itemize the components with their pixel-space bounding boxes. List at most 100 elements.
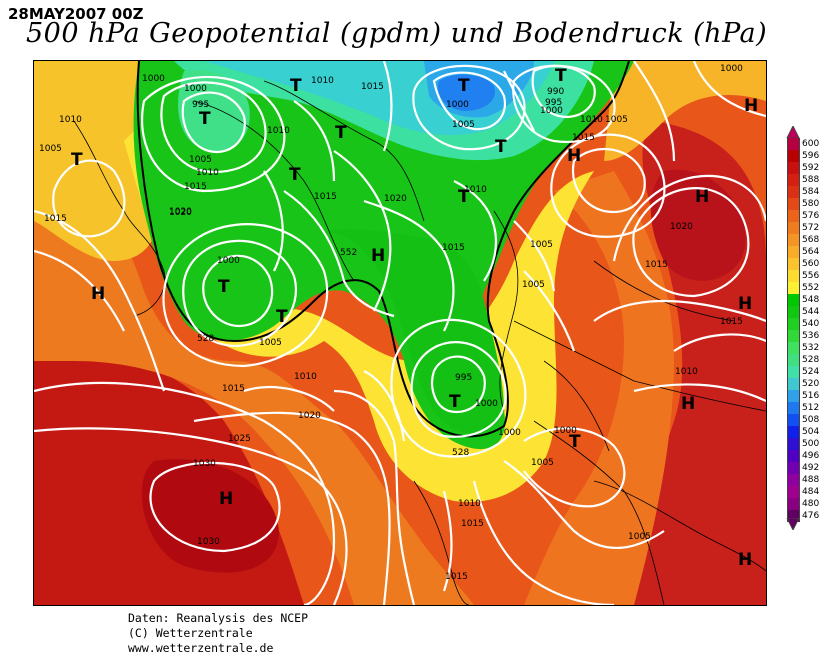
legend-value: 512: [802, 403, 820, 413]
legend-entry: 540: [785, 318, 831, 330]
isobars: [34, 61, 766, 605]
date-label: 28MAY2007 00Z: [8, 5, 144, 23]
legend-swatch: [787, 354, 800, 366]
isobar-label: 552: [340, 248, 357, 258]
legend-value: 516: [802, 391, 820, 401]
isobar-label: 990: [547, 87, 564, 97]
legend-swatch: [787, 270, 800, 282]
isobar-label: 1005: [530, 240, 553, 250]
legend-value: 544: [802, 307, 820, 317]
legend-entry: 600: [785, 138, 831, 150]
low-pressure-marker: T: [71, 150, 83, 170]
legend-bottom-arrow: [786, 518, 800, 530]
isobar-label: 1020: [169, 208, 192, 218]
legend-value: 532: [802, 343, 820, 353]
legend-swatch: [787, 426, 800, 438]
isobar-label: 1010: [458, 499, 481, 509]
legend-entry: 572: [785, 222, 831, 234]
high-pressure-marker: H: [681, 394, 695, 414]
legend-entry: 500: [785, 438, 831, 450]
legend-swatch: [787, 162, 800, 174]
legend-entry: 520: [785, 378, 831, 390]
legend-entry: 556: [785, 270, 831, 282]
contour-552: [136, 61, 630, 438]
legend-entry: 580: [785, 198, 831, 210]
legend-value: 520: [802, 379, 820, 389]
low-pressure-marker: T: [458, 187, 470, 207]
isobar-label: 1000: [554, 426, 577, 436]
orange-band-west: [34, 121, 474, 605]
legend-swatch: [787, 198, 800, 210]
legend-value: 504: [802, 427, 820, 437]
isobar-label: 1010: [311, 76, 334, 86]
isobar-label: 1015: [720, 317, 743, 327]
legend-swatch: [787, 150, 800, 162]
isobar-label: 1025: [228, 434, 251, 444]
legend-swatch: [787, 438, 800, 450]
legend-swatch: [787, 222, 800, 234]
legend-swatch: [787, 294, 800, 306]
map-title: 500 hPa Geopotential (gpdm) und Bodendru…: [26, 18, 768, 49]
legend-value: 548: [802, 295, 820, 305]
isobar-label: 1015: [314, 192, 337, 202]
legend-swatch: [787, 390, 800, 402]
isobar-label: 1030: [197, 537, 220, 547]
isobar-label: 1015: [645, 260, 668, 270]
high-pressure-marker: H: [567, 146, 581, 166]
isobar-label: 1005: [259, 338, 282, 348]
legend-swatch: [787, 486, 800, 498]
legend-entry: 548: [785, 294, 831, 306]
isobar-label: 1000: [184, 84, 207, 94]
low-pressure-marker: T: [218, 277, 230, 297]
isobar-label: 1000: [498, 428, 521, 438]
legend-top-arrow: [786, 126, 800, 138]
weather-map[interactable]: 1000 1000 995 1010 1005 1010 1015 1015 1…: [33, 60, 767, 606]
yellow-region-northeast: [604, 61, 766, 161]
legend-swatch: [787, 186, 800, 198]
legend-value: 492: [802, 463, 820, 473]
isobar-label: 1015: [442, 243, 465, 253]
legend-value: 564: [802, 247, 820, 257]
legend-entry: 496: [785, 450, 831, 462]
isobar-label: 1005: [39, 144, 62, 154]
legend-swatch: [787, 138, 800, 150]
isobar-label: 1000: [475, 399, 498, 409]
legend-value: 600: [802, 139, 820, 149]
isobar-label: 1005: [522, 280, 545, 290]
high-pressure-marker: H: [744, 96, 758, 116]
isobar-label: 1000: [217, 256, 240, 266]
isobar-label: 528: [452, 448, 469, 458]
isobar-label: 995: [545, 98, 562, 108]
isobar-label: 1010: [59, 115, 82, 125]
low-pressure-marker: T: [569, 432, 581, 452]
legend-entry: 584: [785, 186, 831, 198]
legend-entry: 596: [785, 150, 831, 162]
low-pressure-marker: T: [290, 76, 302, 96]
legend-swatch: [787, 246, 800, 258]
isobar-label: 1020: [670, 222, 693, 232]
isobar-label: 1020: [169, 207, 192, 217]
green-lobe-center: [304, 229, 504, 434]
legend-entry: 568: [785, 234, 831, 246]
pressure-markers: T T T T T T T T T T T T T H H H H H H H …: [71, 66, 758, 570]
low-pressure-marker: T: [335, 123, 347, 143]
legend-entry: 536: [785, 330, 831, 342]
legend-swatch: [787, 402, 800, 414]
legend-swatch: [787, 342, 800, 354]
isobar-label: 1010: [196, 168, 219, 178]
legend-entry: 544: [785, 306, 831, 318]
isobar-label: 1010: [464, 185, 487, 195]
orange-band-east: [524, 171, 674, 605]
legend-entry: 508: [785, 414, 831, 426]
isobar-labels: 1000 1000 995 1010 1005 1010 1015 1015 1…: [39, 64, 743, 582]
legend-entry: 488: [785, 474, 831, 486]
legend-entry: 592: [785, 162, 831, 174]
credits-website: www.wetterzentrale.de: [128, 641, 274, 655]
legend-value: 560: [802, 259, 820, 269]
legend-value: 552: [802, 283, 820, 293]
legend-value: 588: [802, 175, 820, 185]
legend-value: 576: [802, 211, 820, 221]
legend-swatch: [787, 210, 800, 222]
high-pressure-marker: H: [219, 489, 233, 509]
isobar-label: 1010: [675, 367, 698, 377]
